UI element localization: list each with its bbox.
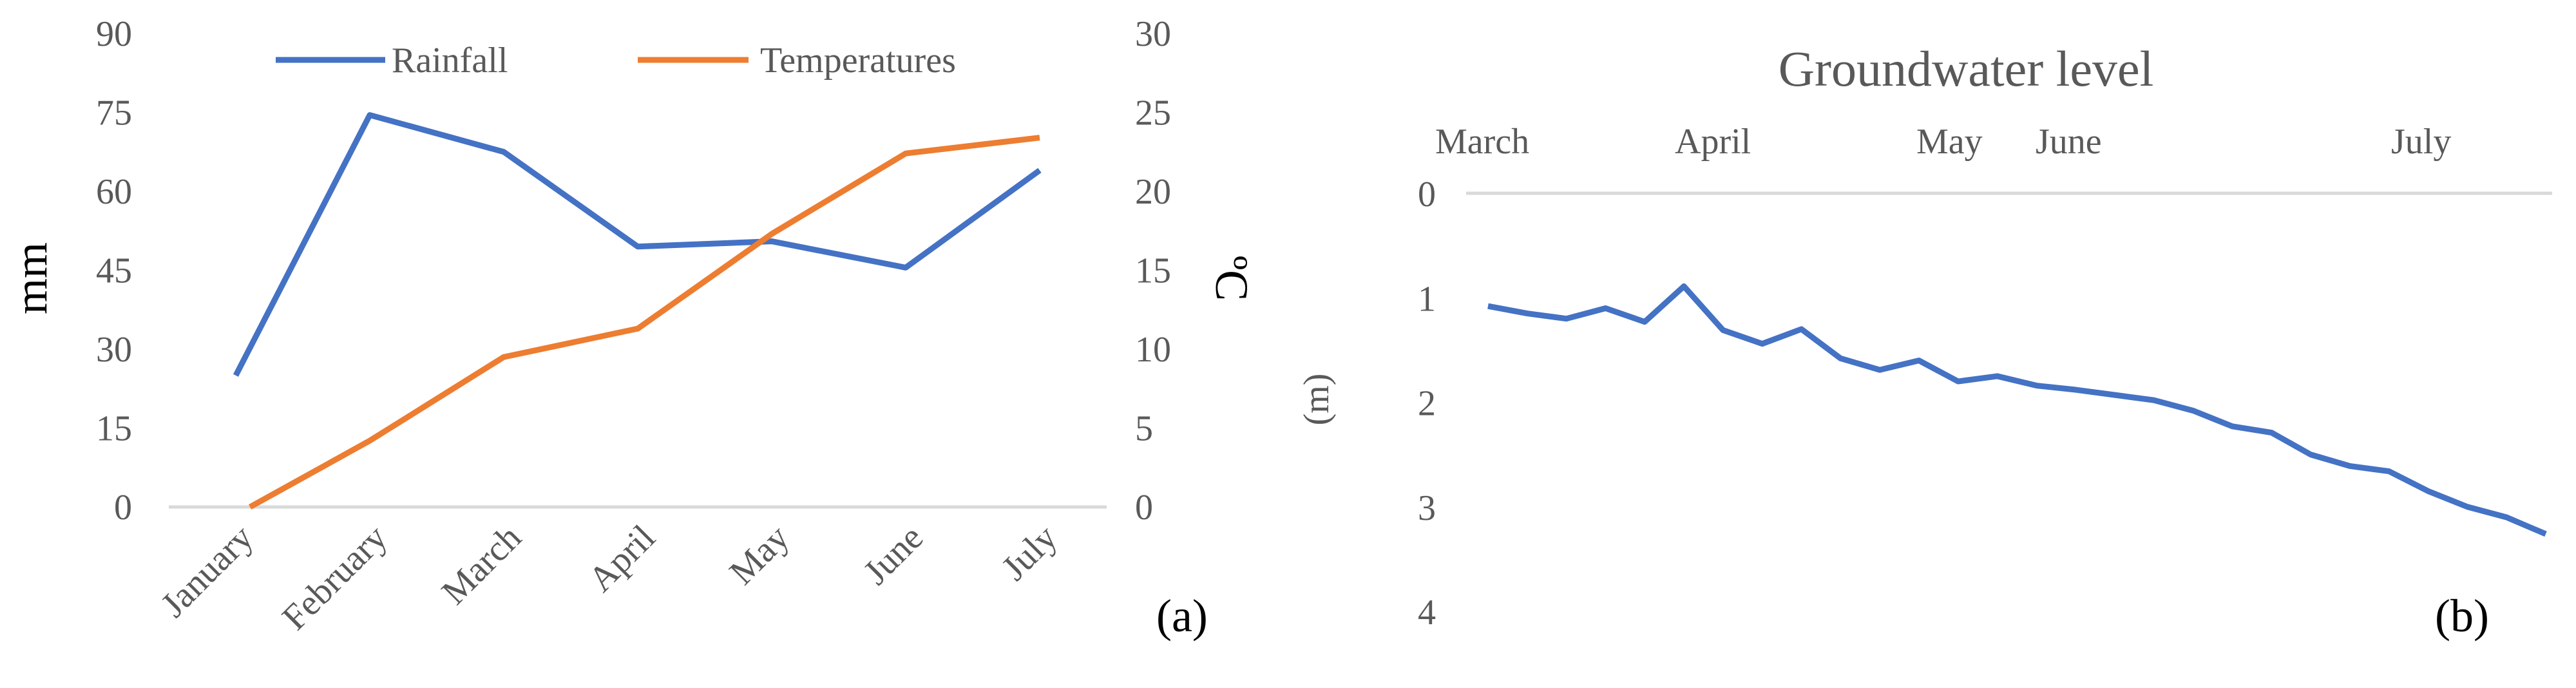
- month-label: March: [1435, 122, 1529, 162]
- x-tick-label: January: [153, 517, 261, 625]
- rainfall-temperature-chart: 0 15 30 45 60 75 90 0 5 10 15 20 25 30 January Februa…: [5, 14, 1257, 642]
- y-tick-label-left: 60: [96, 172, 132, 212]
- x-tick-label: February: [274, 517, 395, 638]
- y-tick-label-right: 10: [1135, 330, 1171, 370]
- month-label: April: [1675, 122, 1751, 162]
- x-tick-label: March: [434, 517, 529, 612]
- y-tick-label: 1: [1418, 279, 1436, 319]
- month-label: July: [2391, 122, 2451, 162]
- y-axis-title-right: ºC: [1206, 256, 1257, 301]
- series-line-groundwater: [1487, 283, 2547, 537]
- y-tick-label-left: 15: [96, 409, 132, 449]
- y-tick-label-left: 0: [114, 488, 132, 528]
- x-tick-label: May: [722, 517, 797, 592]
- y-tick-label-left: 45: [96, 251, 132, 291]
- month-label: June: [2036, 122, 2102, 162]
- y-axis-title: (m): [1297, 374, 1337, 426]
- y-tick-label: 2: [1418, 384, 1436, 424]
- chart-title: Groundwater level: [1779, 41, 2154, 97]
- y-tick-label: 0: [1418, 175, 1436, 215]
- y-tick-label-right: 25: [1135, 93, 1171, 133]
- y-tick-label: 4: [1418, 593, 1436, 633]
- y-tick-label: 3: [1418, 488, 1436, 528]
- groundwater-level-chart: Groundwater level March April May June July …: [1297, 41, 2552, 642]
- y-axis-title-left: mm: [5, 242, 57, 314]
- y-tick-label-left: 30: [96, 330, 132, 370]
- y-tick-label-right: 30: [1135, 14, 1171, 54]
- series-line-rainfall: [233, 112, 1042, 377]
- y-tick-label-left: 75: [96, 93, 132, 133]
- x-tick-label: July: [994, 517, 1065, 588]
- legend-label-temperatures: Temperatures: [760, 41, 956, 81]
- panel-label-a: (a): [1156, 590, 1208, 642]
- series-line-temperatures: [248, 135, 1040, 510]
- y-tick-label-right: 15: [1135, 251, 1171, 291]
- x-tick-label: June: [856, 517, 931, 592]
- y-tick-label-left: 90: [96, 14, 132, 54]
- legend: Rainfall Temperatures: [276, 41, 956, 81]
- y-tick-label-right: 5: [1135, 409, 1153, 449]
- y-tick-label-right: 20: [1135, 172, 1171, 212]
- panel-label-b: (b): [2435, 590, 2489, 642]
- month-label: May: [1916, 122, 1983, 162]
- legend-label-rainfall: Rainfall: [392, 41, 508, 81]
- x-tick-label: April: [581, 517, 663, 599]
- y-tick-label-right: 0: [1135, 488, 1153, 528]
